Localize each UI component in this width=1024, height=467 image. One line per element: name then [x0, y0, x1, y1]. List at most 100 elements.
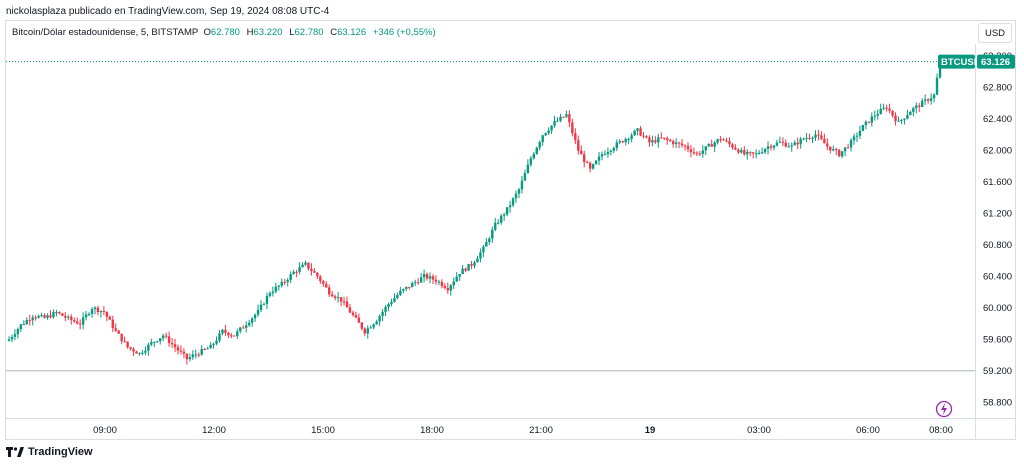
candle-body: [802, 138, 805, 140]
candle-body: [505, 207, 509, 215]
candle-body: [167, 336, 171, 344]
candle-body: [227, 332, 230, 336]
candle-body: [239, 327, 242, 332]
price-tick-label: 58.800: [983, 397, 1012, 408]
candle-body: [746, 151, 749, 155]
time-tick-label: 18:00: [420, 425, 444, 436]
candle-body: [488, 238, 491, 243]
candle-body: [328, 287, 331, 295]
candle-body: [135, 351, 138, 354]
candle-body: [722, 139, 725, 141]
candle-body: [861, 125, 865, 131]
candle-body: [357, 317, 361, 323]
tradingview-logo[interactable]: TradingView: [6, 446, 93, 458]
candle-body: [96, 307, 100, 313]
price-tick-label: 61.600: [983, 177, 1012, 188]
symbol-tag-label: BTCUSD: [941, 57, 981, 68]
candle-body: [378, 316, 381, 322]
low-value: 62.780: [294, 27, 324, 38]
candle-body: [256, 309, 260, 315]
candle-body: [185, 353, 189, 360]
candle-body: [301, 264, 304, 268]
candle-body: [849, 140, 853, 148]
candle-body: [304, 262, 307, 265]
candle-body: [716, 139, 719, 143]
candle-body: [159, 338, 162, 342]
candle-body: [265, 295, 269, 304]
candle-body: [286, 280, 289, 282]
candle-body: [713, 142, 716, 147]
candle-body: [547, 130, 550, 134]
candle-body: [10, 336, 14, 340]
candle-body: [40, 315, 43, 317]
candle-body: [787, 146, 790, 148]
candle-body: [921, 100, 924, 107]
candle-body: [799, 138, 802, 145]
candle-body: [446, 288, 450, 291]
currency-button[interactable]: USD: [978, 23, 1012, 43]
candle-body: [452, 281, 455, 286]
candle-body: [888, 108, 891, 111]
change-value: +346 (+0,55%): [372, 27, 436, 38]
candle-body: [654, 140, 657, 143]
candle-body: [553, 121, 556, 126]
candle-body: [164, 335, 168, 337]
candle-body: [580, 150, 583, 155]
candle-body: [938, 60, 942, 78]
candle-body: [550, 125, 553, 131]
candle-body: [707, 144, 710, 147]
candle-body: [603, 154, 607, 156]
candle-body: [520, 180, 524, 190]
candle-body: [926, 99, 930, 101]
lightning-icon[interactable]: [935, 400, 953, 418]
candle-body: [636, 128, 639, 131]
candle-body: [387, 303, 390, 307]
candle-body: [366, 328, 369, 334]
candle-body: [419, 277, 423, 283]
candle-body: [597, 156, 601, 161]
candle-body: [870, 116, 874, 123]
candle-body: [114, 328, 117, 331]
candle-body: [182, 351, 186, 354]
price-tick-label: 60.000: [983, 303, 1012, 314]
candle-body: [244, 325, 248, 328]
candle-body: [399, 290, 402, 295]
time-tick-label: 21:00: [529, 425, 553, 436]
candle-body: [591, 164, 595, 169]
candle-body: [31, 317, 34, 321]
high-label: H: [246, 27, 254, 38]
candle-body: [843, 147, 847, 152]
candle-body: [562, 116, 565, 118]
candle-body: [342, 301, 346, 303]
candle-body: [280, 281, 283, 286]
time-tick-label: 12:00: [202, 425, 226, 436]
candle-body: [150, 342, 153, 345]
symbol-name[interactable]: Bitcoin/Dólar estadounidense, 5, BITSTAM…: [12, 27, 199, 38]
candle-body: [912, 108, 915, 112]
low-label: L: [289, 27, 295, 38]
candle-body: [639, 128, 642, 136]
close-label: C: [330, 27, 338, 38]
candle-body: [577, 140, 580, 151]
candle-body: [49, 315, 52, 318]
candle-body: [932, 94, 936, 99]
candle-body: [793, 142, 796, 146]
symbol-legend: Bitcoin/Dólar estadounidense, 5, BITSTAM…: [12, 27, 440, 38]
candle-body: [663, 137, 666, 139]
candle-body: [408, 286, 411, 288]
candle-body: [25, 320, 28, 324]
candle-body: [200, 348, 203, 355]
candle-body: [574, 133, 577, 141]
candle-body: [277, 285, 281, 287]
candle-body: [58, 312, 61, 314]
candle-body: [485, 242, 488, 247]
candle-body: [683, 145, 687, 147]
candle-body: [710, 144, 713, 147]
candle-body: [230, 335, 233, 337]
high-value: 63.220: [253, 27, 283, 38]
candle-body: [34, 317, 37, 319]
candle-body: [594, 160, 598, 165]
candle-body: [784, 142, 788, 147]
candle-body: [73, 319, 76, 322]
